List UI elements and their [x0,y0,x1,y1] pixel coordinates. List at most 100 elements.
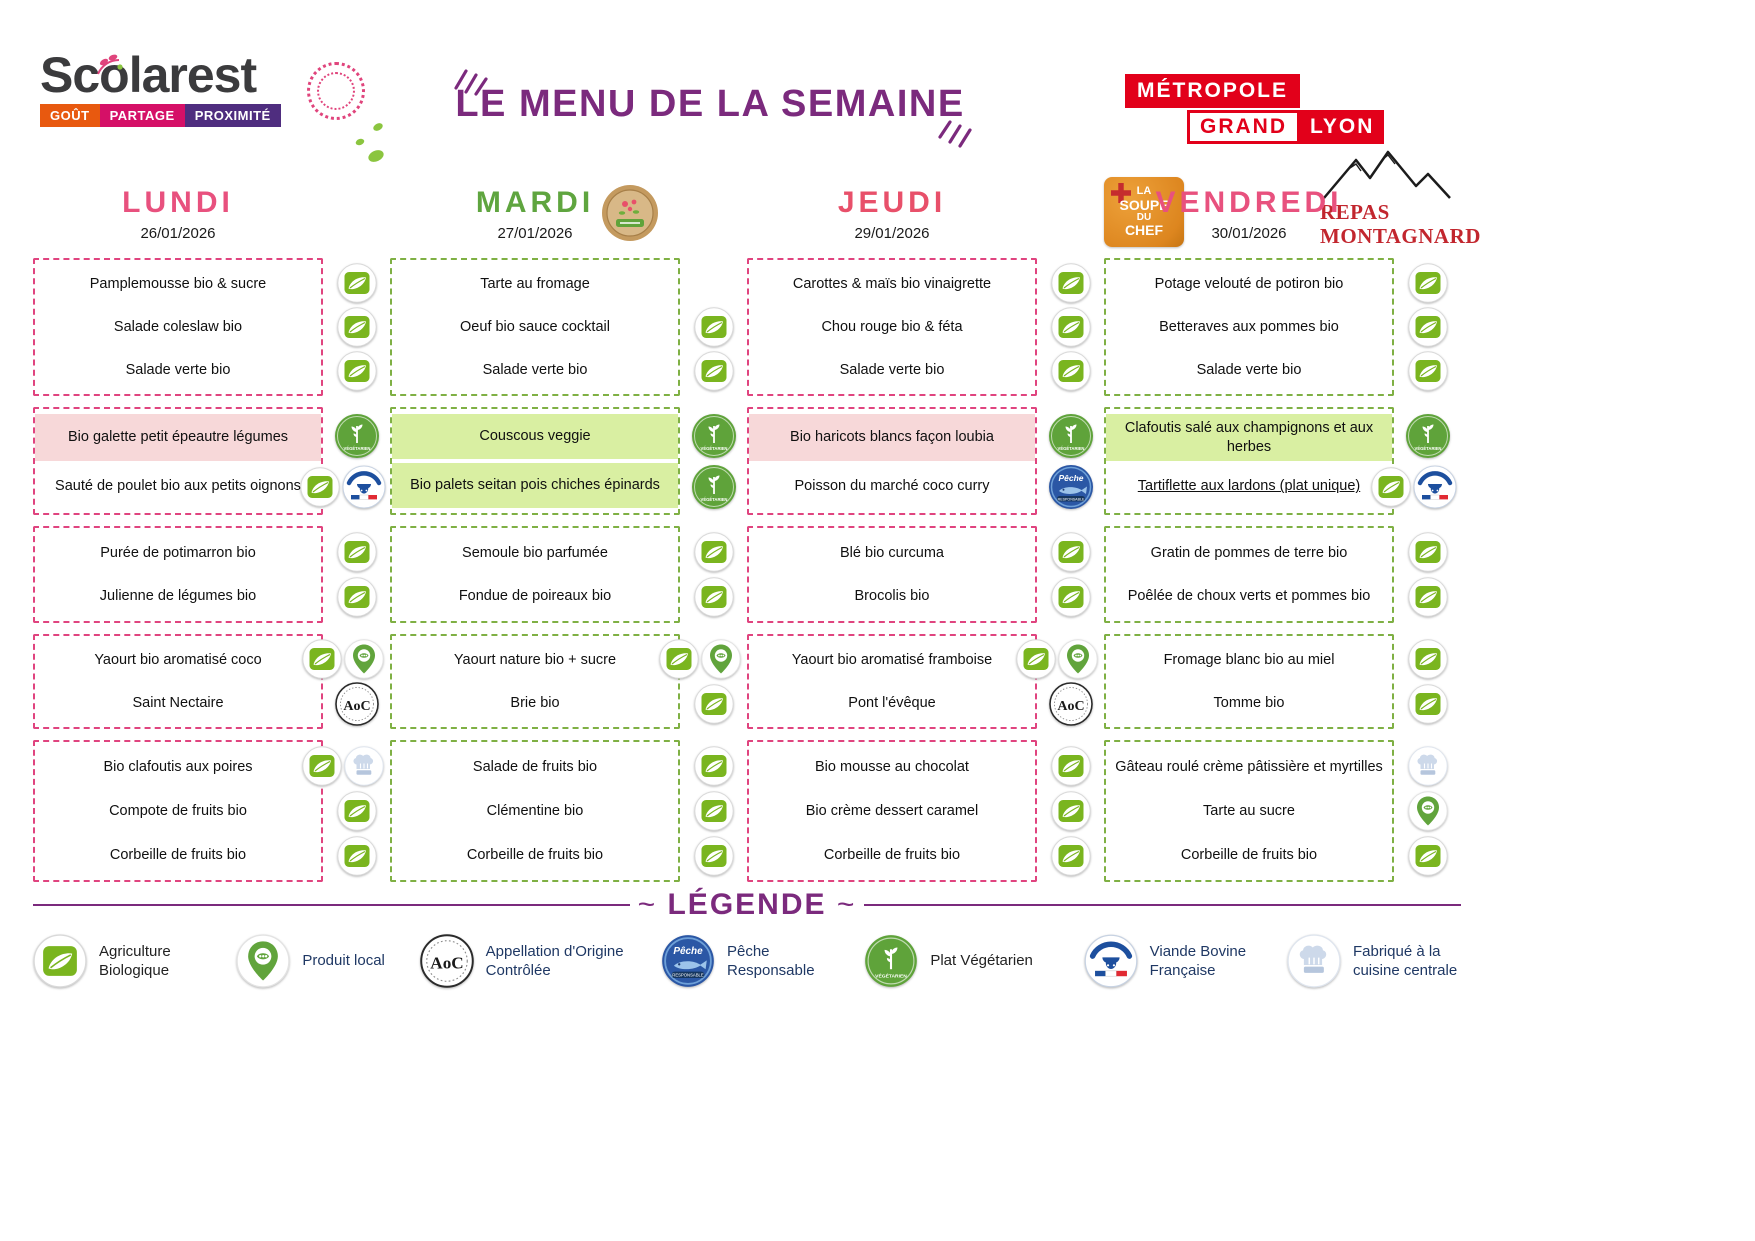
menu-grid: LUNDI 26/01/2026 Pamplemousse bio & sucre S… [33,186,1461,882]
menu-item: Yaourt nature bio + sucre [453,652,617,669]
svg-text:VÉGÉTARIEN: VÉGÉTARIEN [1414,446,1441,451]
organic-agriculture-icon [336,791,377,831]
mardi-menu-badge-icon [601,184,659,242]
item-icons [1370,461,1461,512]
menu-section: Bio haricots blancs façon loubia Poisson … [747,407,1104,515]
organic-agriculture-icon [693,836,734,877]
menu-section: Salade de fruits bio Clémentine bio Corbei… [390,740,747,882]
menu-section-box: Semoule bio parfumée Fondue de poireaux b… [390,526,680,623]
title-flourish-right-icon [938,120,974,157]
menu-item: Gâteau roulé crème pâtissière et myrtill… [1115,758,1383,775]
menu-section-box: Couscous veggie Bio palets seitan pois ch… [390,407,680,515]
item-icons [680,261,747,305]
svg-text:AoC: AoC [430,953,463,972]
organic-agriculture-icon [301,745,342,786]
item-icons [1394,529,1461,575]
day-date: 26/01/2026 [140,225,216,242]
icon-gutter [1037,258,1104,396]
item-icons [323,349,390,393]
day-header: VENDREDI 30/01/2026 [1104,186,1394,252]
menu-section-box: Clafoutis salé aux champignons et aux he… [1104,407,1394,515]
brand-sprout-icon [92,34,124,84]
organic-agriculture-icon [336,836,377,877]
menu-item: Betteraves aux pommes bio [1159,318,1339,335]
menu-item: Oeuf bio sauce cocktail [460,318,610,335]
svg-text:VÉGÉTARIEN: VÉGÉTARIEN [343,446,370,451]
local-product-icon [343,639,384,679]
montagnard-line: REPAS [1320,200,1390,224]
menu-section: Clafoutis salé aux champignons et aux he… [1104,407,1461,515]
legend-label: Fabriqué à la cuisine centrale [1352,942,1458,980]
menu-item: Tomme bio [1213,694,1285,711]
legend-title: LÉGENDE [638,888,857,922]
menu-section-box: Carottes & maïs bio vinaigrette Chou roug… [747,258,1037,396]
menu-section: Gratin de pommes de terre bio Poêlée de c… [1104,526,1461,623]
menu-item: Bio haricots blancs façon loubia [749,414,1035,461]
svg-text:VÉGÉTARIEN: VÉGÉTARIEN [700,446,727,451]
legend-label: Plat Végétarien [930,952,1033,970]
menu-item: Salade verte bio [125,361,231,378]
legend-label: Produit local [302,952,385,970]
legend-label: Pêche Responsable [726,942,815,980]
item-icons: VÉGÉTARIEN [1037,410,1104,461]
legend-item: Fabriqué à la cuisine centrale [1287,934,1461,988]
menu-item: Yaourt bio aromatisé framboise [791,652,993,669]
svg-text:VÉGÉTARIEN: VÉGÉTARIEN [1057,446,1084,451]
day-header: JEUDI 29/01/2026 [747,186,1037,252]
icon-gutter [323,258,390,396]
title-flourish-left-icon [452,64,488,101]
local-product-icon [236,934,290,988]
menu-item: Bio crème dessert caramel [805,802,979,819]
menu-section: Semoule bio parfumée Fondue de poireaux b… [390,526,747,623]
icon-gutter [1394,526,1461,623]
soupe-line: SOUPE [1119,196,1169,213]
montagnard-line: MONTAGNARD [1320,224,1481,249]
menu-section: Bio mousse au chocolat Bio crème dessert … [747,740,1104,882]
central-kitchen-icon [1407,745,1448,786]
menu-item: Corbeille de fruits bio [823,846,961,863]
metropole-label: MÉTROPOLE [1125,74,1301,108]
organic-agriculture-icon [336,577,377,617]
icon-gutter [658,634,747,729]
item-icons [323,305,390,349]
aoc-icon: AoC [334,681,379,726]
item-icons [1394,834,1461,879]
legend-item: AoC Appellation d'Origine Contrôlée [419,934,636,988]
menu-section-box: Bio clafoutis aux poires Compote de fruit… [33,740,323,882]
menu-item: Semoule bio parfumée [462,544,608,561]
menu-item: Potage velouté de potiron bio [1154,276,1344,293]
menu-section-box: Pamplemousse bio & sucre Salade coleslaw … [33,258,323,396]
item-icons [299,461,390,512]
page-title: LE MENU DE LA SEMAINE [455,83,965,125]
item-icons [680,305,747,349]
french-beef-icon [342,465,386,509]
tagline-partage: PARTAGE [99,104,185,127]
item-icons [1037,834,1104,879]
organic-agriculture-icon [693,532,734,572]
grand-label: GRAND [1187,110,1300,144]
menu-section-box: Potage velouté de potiron bio Betteraves … [1104,258,1394,396]
metropole-grand-lyon-logo: MÉTROPOLE GRAND LYON [1125,74,1385,144]
menu-item: Pont l'évêque [848,694,936,711]
local-product-icon [1057,639,1098,679]
menu-item: Fromage blanc bio au miel [1163,652,1335,669]
icon-gutter: AoC [301,634,390,729]
menu-item: Salade de fruits bio [472,758,598,775]
icon-gutter [1394,634,1461,729]
organic-agriculture-icon [1050,577,1091,617]
organic-agriculture-icon [1407,263,1448,303]
icon-gutter: AoC [1015,634,1104,729]
svg-text:Pêche: Pêche [1058,473,1083,483]
icon-gutter [680,526,747,623]
menu-item: Clémentine bio [486,802,584,819]
item-icons [1037,529,1104,575]
menu-section-box: Gâteau roulé crème pâtissière et myrtill… [1104,740,1394,882]
menu-item: Bio clafoutis aux poires [103,758,253,775]
soupe-line: LA [1136,185,1152,198]
icon-gutter [1394,740,1461,882]
organic-agriculture-icon [1370,466,1411,507]
organic-agriculture-icon [301,639,342,679]
lyon-label: LYON [1300,110,1385,144]
responsible-fishing-icon: Pêche RESPONSABLE [1048,464,1094,510]
item-icons [1394,743,1461,788]
